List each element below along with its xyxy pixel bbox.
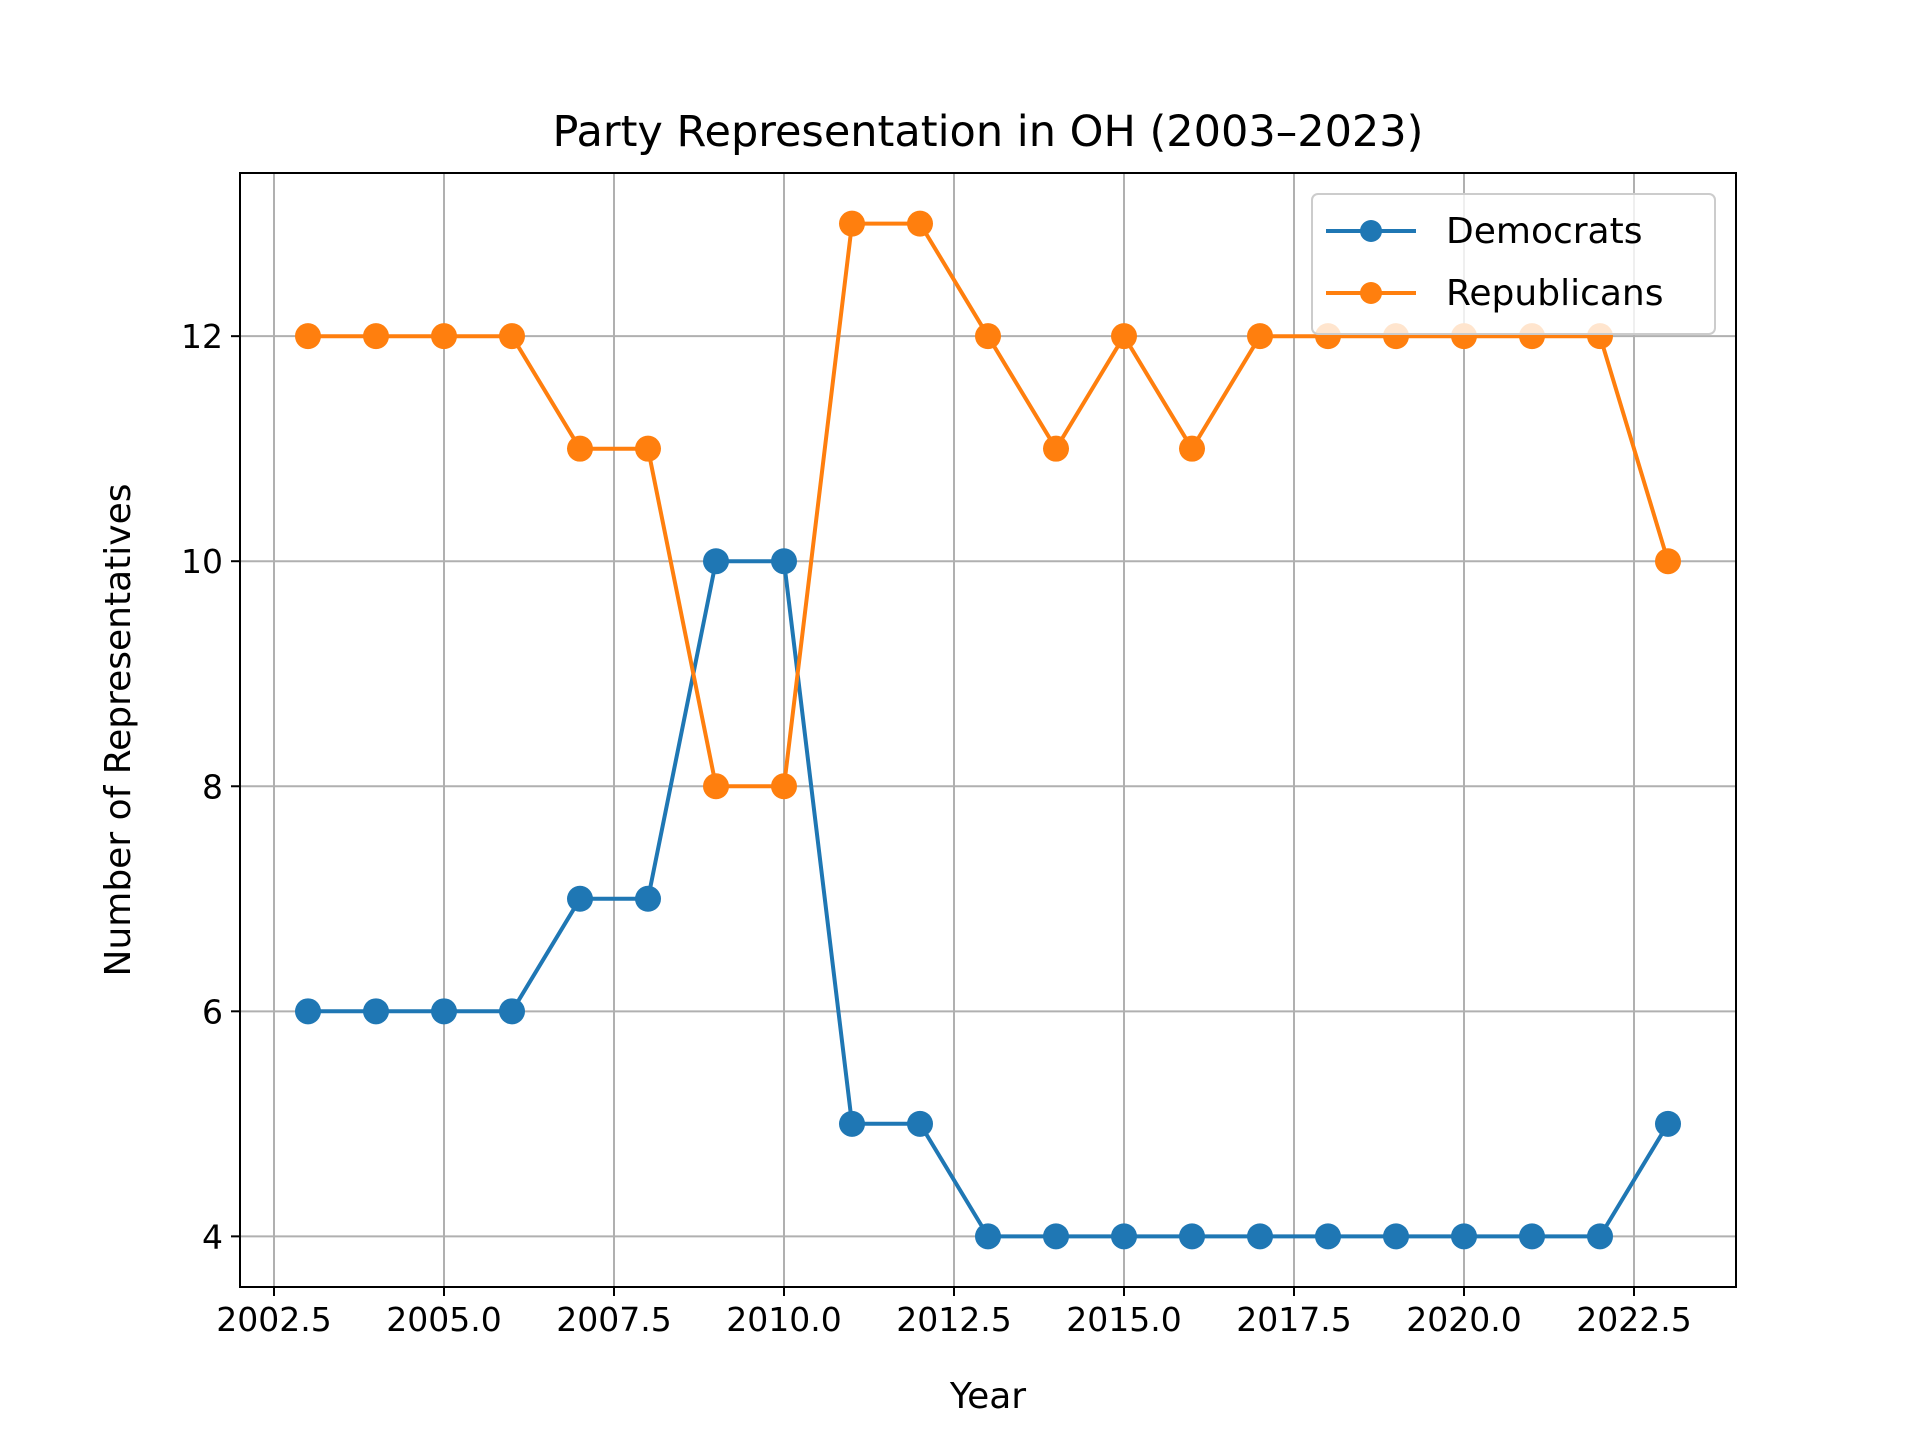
x-tick-label: 2017.5 <box>1236 1300 1351 1339</box>
data-point-democrats <box>295 998 321 1025</box>
data-point-republicans <box>1247 323 1273 350</box>
legend: Democrats Republicans <box>1311 193 1716 335</box>
legend-marker-republicans <box>1360 282 1382 304</box>
axis-ticks: 2002.5 2005.0 2007.5 2010.0 2012.5 2015.0 2017… <box>181 317 1692 1339</box>
data-point-republicans <box>1179 435 1205 462</box>
data-point-democrats <box>771 548 797 575</box>
y-tick-label: 4 <box>202 1217 223 1256</box>
x-tick-label: 2005.0 <box>386 1300 501 1339</box>
x-tick-label: 2007.5 <box>556 1300 671 1339</box>
data-point-democrats <box>499 998 525 1025</box>
data-point-republicans <box>975 323 1001 350</box>
data-point-democrats <box>1315 1223 1341 1250</box>
data-point-republicans <box>363 323 389 350</box>
data-point-democrats <box>1247 1223 1273 1250</box>
x-tick-label: 2020.0 <box>1406 1300 1521 1339</box>
data-point-republicans <box>499 323 525 350</box>
chart-title: Party Representation in OH (2003–2023) <box>553 107 1424 157</box>
data-point-republicans <box>635 435 661 462</box>
data-point-republicans <box>771 773 797 800</box>
y-tick-label: 8 <box>202 767 223 806</box>
y-tick-label: 12 <box>181 317 223 356</box>
x-axis-label: Year <box>949 1376 1026 1417</box>
data-point-democrats <box>1451 1223 1477 1250</box>
legend-label-republicans: Republicans <box>1446 273 1664 314</box>
data-point-republicans <box>431 323 457 350</box>
data-point-republicans <box>1655 548 1681 575</box>
data-point-democrats <box>567 885 593 912</box>
data-point-democrats <box>703 548 729 575</box>
x-tick-label: 2012.5 <box>896 1300 1011 1339</box>
data-point-democrats <box>635 885 661 912</box>
data-point-democrats <box>363 998 389 1025</box>
data-point-democrats <box>1179 1223 1205 1250</box>
data-point-republicans <box>1043 435 1069 462</box>
y-tick-label: 6 <box>202 992 223 1031</box>
data-point-democrats <box>839 1110 865 1137</box>
plot-frame <box>239 172 1737 1288</box>
x-tick-label: 2022.5 <box>1576 1300 1691 1339</box>
data-point-democrats <box>1587 1223 1613 1250</box>
data-point-democrats <box>1519 1223 1545 1250</box>
data-point-democrats <box>975 1223 1001 1250</box>
data-point-republicans <box>839 210 865 237</box>
data-point-democrats <box>1111 1223 1137 1250</box>
data-point-republicans <box>1111 323 1137 350</box>
x-tick-label: 2015.0 <box>1066 1300 1181 1339</box>
data-point-democrats <box>431 998 457 1025</box>
y-axis-label: Number of Representatives <box>98 484 139 977</box>
x-tick-label: 2002.5 <box>216 1300 331 1339</box>
data-point-republicans <box>703 773 729 800</box>
data-point-republicans <box>295 323 321 350</box>
legend-marker-democrats <box>1360 220 1382 242</box>
data-point-republicans <box>907 210 933 237</box>
data-point-democrats <box>907 1110 933 1137</box>
data-point-democrats <box>1655 1110 1681 1137</box>
x-tick-label: 2010.0 <box>726 1300 841 1339</box>
data-point-republicans <box>567 435 593 462</box>
series-layer <box>295 210 1681 1250</box>
data-point-democrats <box>1383 1223 1409 1250</box>
y-tick-label: 10 <box>181 542 223 581</box>
legend-label-democrats: Democrats <box>1446 211 1643 252</box>
data-point-democrats <box>1043 1223 1069 1250</box>
